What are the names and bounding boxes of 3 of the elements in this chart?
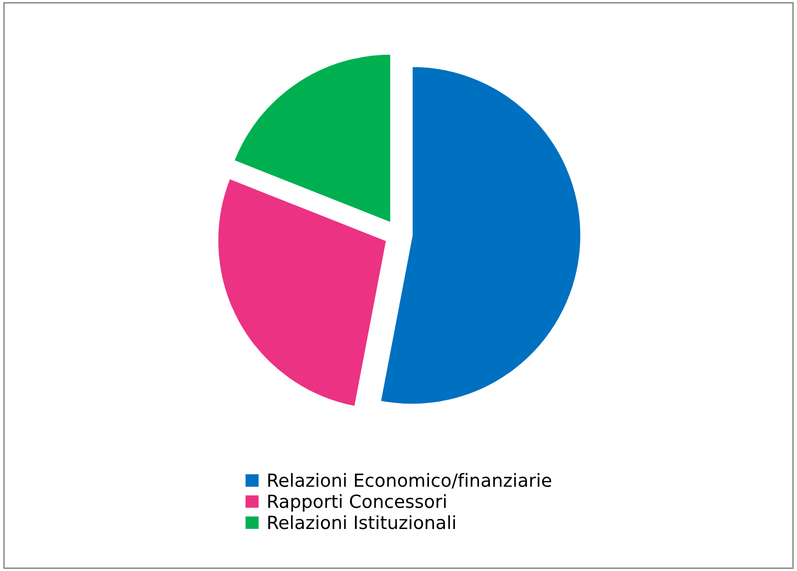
legend-label: Relazioni Istituzionali <box>268 515 455 530</box>
legend-label: Relazioni Economico/finanziarie <box>268 473 552 488</box>
legend-label: Rapporti Concessori <box>268 494 446 512</box>
